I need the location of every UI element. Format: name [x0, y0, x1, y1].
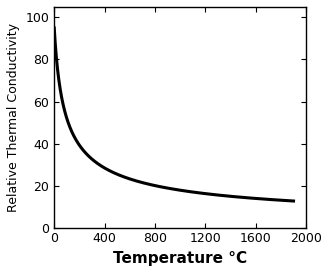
X-axis label: Temperature °C: Temperature °C	[113, 251, 247, 266]
Y-axis label: Relative Thermal Conductivity: Relative Thermal Conductivity	[7, 23, 20, 212]
